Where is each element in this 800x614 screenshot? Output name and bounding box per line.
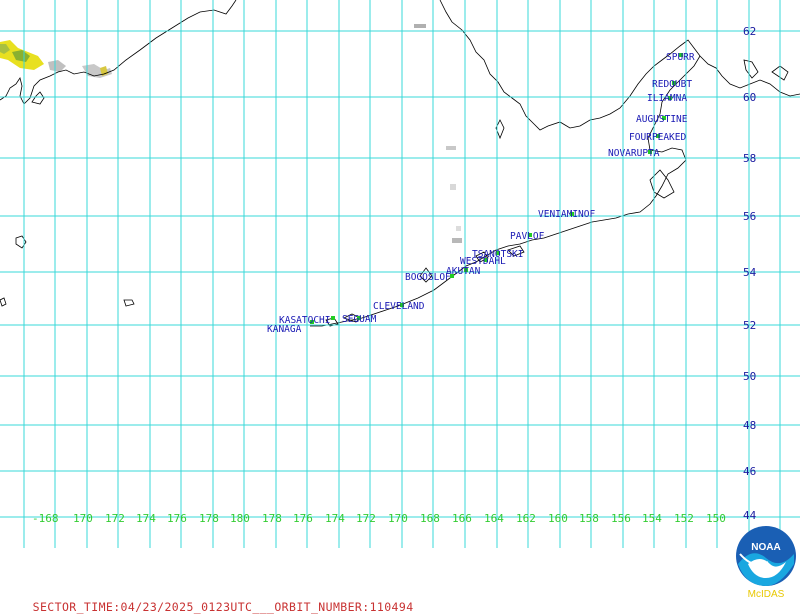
lat-lon-grid [0, 0, 800, 548]
volcano-label-westdahl: WESTDAHL [460, 256, 506, 267]
lat-label: 52 [743, 319, 756, 332]
lon-label: 168 [420, 512, 440, 525]
volcano-label-kasatochi: KASATOCHI [279, 315, 330, 326]
volcano-marker-fourpeaked[interactable] [656, 134, 660, 138]
volcano-label-iliamna: ILIAMNA [647, 93, 687, 104]
volcano-label-cleveland: CLEVELAND [373, 301, 425, 312]
longitude-labels: -168 170 172 174 176 178 180 178 176 174… [32, 512, 726, 525]
volcano-labels: SPURR REDOUBT ILIAMNA AUGUSTINE FOURPEAK… [267, 52, 695, 335]
lon-label: 162 [516, 512, 536, 525]
volcano-marker-tsanotski[interactable] [496, 251, 500, 255]
volcano-label-pavlof: PAVLOF [510, 231, 545, 242]
volcano-label-seguam: SEGUAM [342, 314, 377, 325]
lon-label: 172 [356, 512, 376, 525]
volcano-marker-westdahl[interactable] [484, 258, 488, 262]
volcano-label-kanaga: KANAGA [267, 324, 302, 335]
lon-label: 150 [706, 512, 726, 525]
lon-label: 164 [484, 512, 504, 525]
colon: : [113, 600, 121, 614]
volcano-label-tsanotski: TSANOTSKI [472, 249, 523, 260]
volcano-marker-kasatochi[interactable] [331, 316, 335, 320]
volcano-label-redoubt: REDOUBT [652, 79, 692, 90]
lon-label: 158 [579, 512, 599, 525]
lon-label: 156 [611, 512, 631, 525]
lat-label: 50 [743, 370, 756, 383]
volcano-label-fourpeaked: FOURPEAKED [629, 132, 686, 143]
lat-label: 58 [743, 152, 756, 165]
mcidas-caption: McIDAS [748, 589, 785, 600]
volcano-marker-novarupta[interactable] [648, 150, 652, 154]
volcano-label-novarupta: NOVARUPTA [608, 148, 660, 159]
lon-label: 180 [230, 512, 250, 525]
volcano-marker-augustine[interactable] [662, 116, 666, 120]
volcano-marker-kanaga[interactable] [310, 320, 314, 324]
lon-label: 176 [167, 512, 187, 525]
volcano-marker-iliamna[interactable] [668, 96, 672, 100]
lat-label: 44 [743, 509, 757, 522]
lon-label: 166 [452, 512, 472, 525]
cloud-layer [0, 24, 462, 243]
lat-label: 56 [743, 210, 756, 223]
volcano-marker-redoubt[interactable] [672, 81, 676, 85]
orbit-number-label: ORBIT_NUMBER [274, 600, 363, 614]
volcano-marker-bogoslof[interactable] [450, 274, 454, 278]
orbit-number: 110494 [369, 600, 414, 614]
volcano-marker-akutan[interactable] [464, 268, 468, 272]
lon-label: 174 [136, 512, 156, 525]
noaa-logo-text: NOAA [751, 542, 780, 553]
sector-time: 04/23/2025_0123UTC [120, 600, 253, 614]
lat-label: 48 [743, 419, 756, 432]
lat-label: 54 [743, 266, 757, 279]
volcano-markers [310, 53, 683, 324]
volcano-marker-veniaminof[interactable] [570, 212, 574, 216]
lat-label: 60 [743, 91, 756, 104]
volcano-marker-pavlof[interactable] [528, 233, 532, 237]
lon-label: 174 [325, 512, 345, 525]
volcano-label-akutan: AKUTAN [446, 266, 481, 277]
volcano-marker-seguam[interactable] [357, 316, 361, 320]
lon-label: 160 [548, 512, 568, 525]
volcano-label-veniaminof: VENIAMINOF [538, 209, 595, 220]
volcano-label-spurr: SPURR [666, 52, 695, 63]
volcano-label-augustine: AUGUSTINE [636, 114, 688, 125]
lon-label: 172 [105, 512, 125, 525]
volcano-marker-spurr[interactable] [679, 53, 683, 57]
lon-label: 178 [199, 512, 219, 525]
colon: : [362, 600, 370, 614]
latitude-labels: 62 60 58 56 54 52 50 48 46 44 [743, 25, 757, 522]
lat-label: 62 [743, 25, 756, 38]
lat-label: 46 [743, 465, 756, 478]
lon-label: 178 [262, 512, 282, 525]
lon-label: 154 [642, 512, 662, 525]
map-canvas: -168 170 172 174 176 178 180 178 176 174… [0, 0, 800, 548]
lon-label: 170 [73, 512, 93, 525]
lon-label: 176 [293, 512, 313, 525]
footer-separator: ___ [252, 600, 275, 614]
noaa-logo: NOAA McIDAS [736, 526, 796, 600]
lon-label: 170 [388, 512, 408, 525]
volcano-label-bogoslof: BOGOSLOF [405, 272, 451, 283]
footer-status: SECTOR_TIME:04/23/2025_0123UTC___ORBIT_N… [18, 586, 414, 614]
sector-time-label: SECTOR_TIME [32, 600, 114, 614]
lon-label: 152 [674, 512, 694, 525]
volcano-marker-cleveland[interactable] [400, 303, 404, 307]
lon-label: -168 [32, 512, 59, 525]
